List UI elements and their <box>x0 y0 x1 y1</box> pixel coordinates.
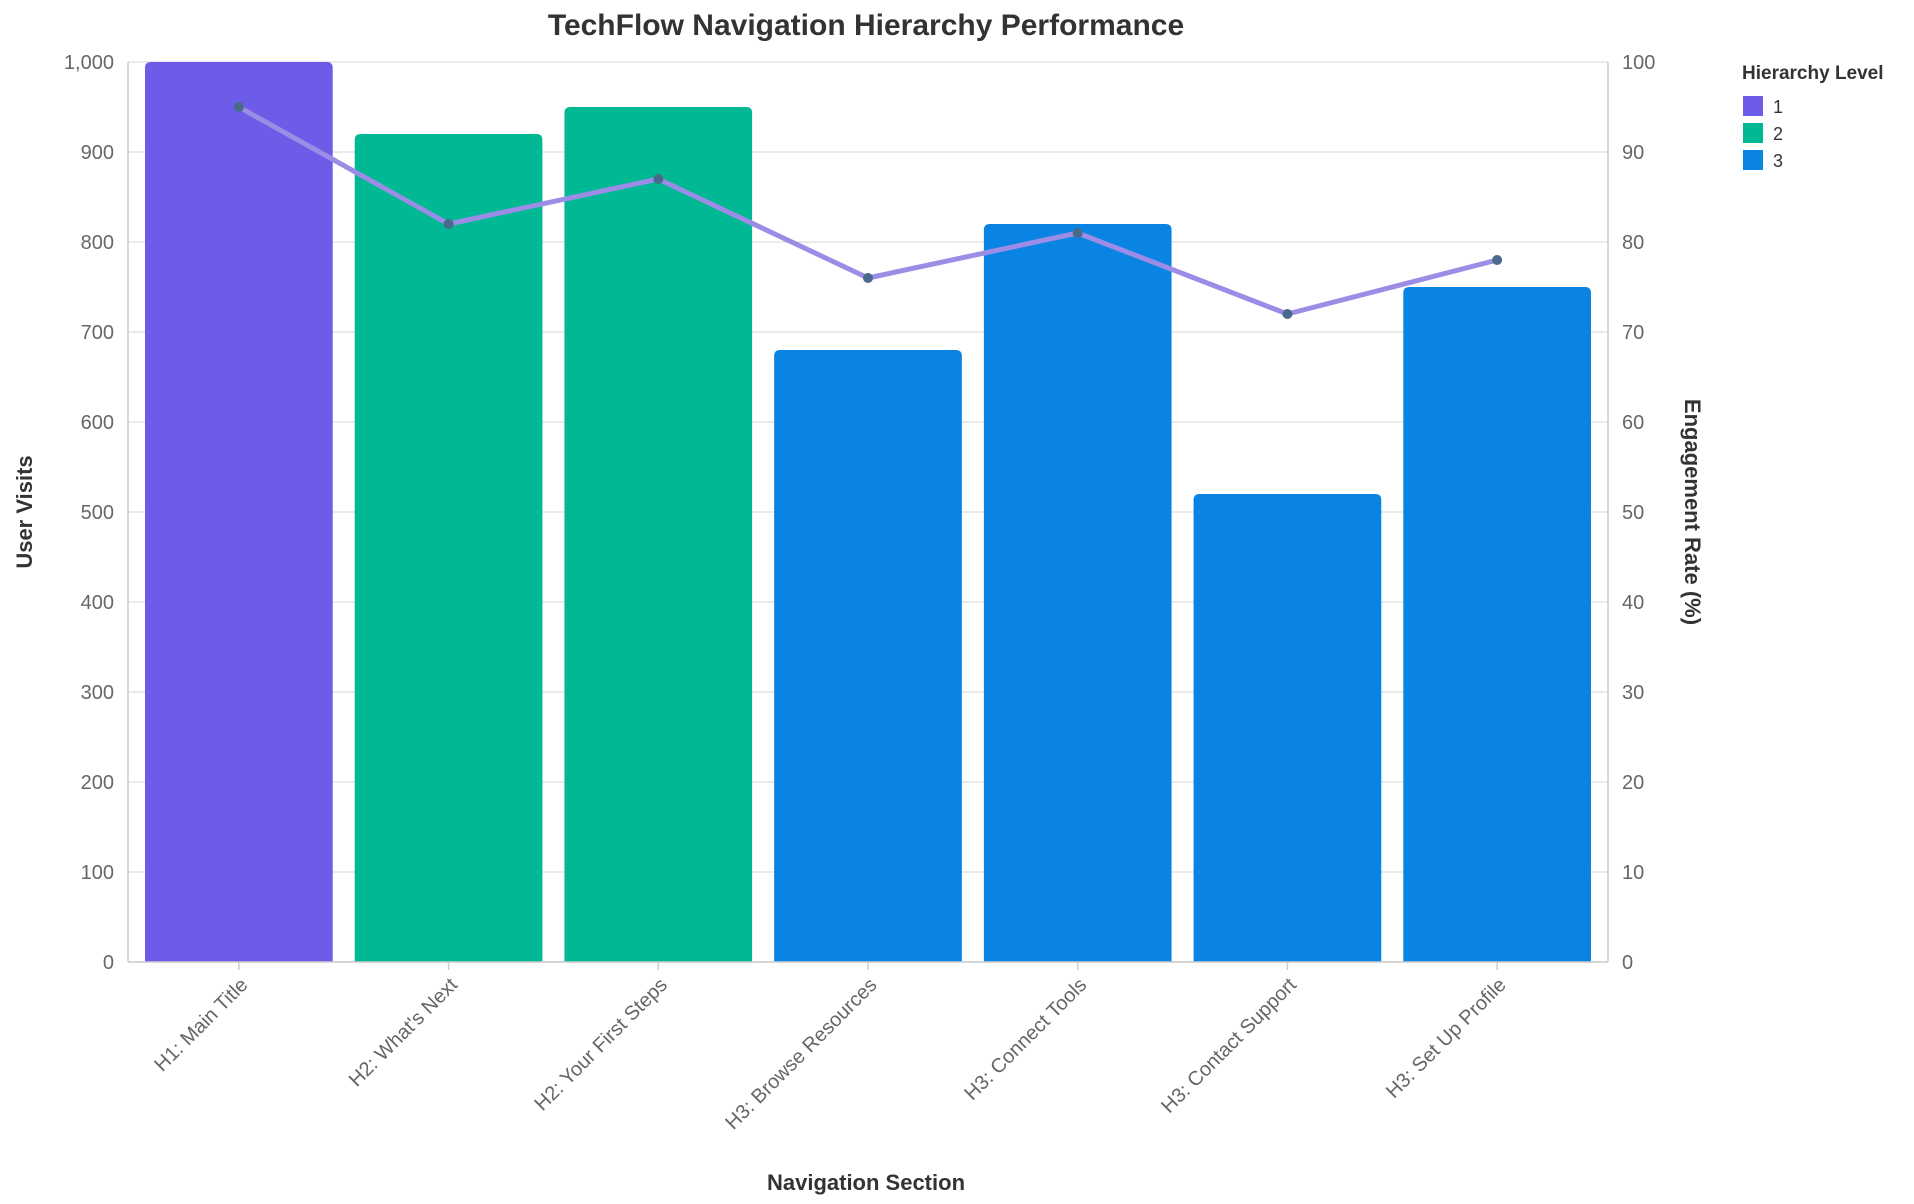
y2-tick-label: 0 <box>1622 952 1633 974</box>
y-tick-label: 300 <box>81 682 114 704</box>
legend-items: 1 2 3 <box>1743 96 1783 171</box>
y-tick-label: 100 <box>81 862 114 884</box>
y2-tick-label: 20 <box>1622 772 1644 794</box>
bar <box>145 62 333 962</box>
engagement-point <box>863 273 873 283</box>
engagement-point <box>653 174 664 184</box>
y-axis-title: User Visits <box>12 455 37 568</box>
y2-tick-label: 70 <box>1622 322 1644 344</box>
bar <box>354 134 543 962</box>
legend-swatch <box>1743 150 1763 170</box>
y2-axis-title: Engagement Rate (%) <box>1680 399 1705 625</box>
y2-tick-label: 90 <box>1622 142 1644 164</box>
y-tick-label: 0 <box>103 952 114 974</box>
y2-tick-label: 30 <box>1622 682 1644 704</box>
y2-tick-label: 60 <box>1622 412 1644 434</box>
x-tick-label: H3: Set Up Profile <box>1382 974 1511 1103</box>
bar <box>983 224 1172 962</box>
y-tick-label: 200 <box>81 772 114 794</box>
bars-layer <box>145 62 1591 962</box>
engagement-point <box>233 102 244 112</box>
x-tick-label: H3: Browse Resources <box>721 974 881 1134</box>
y2-tick-label: 80 <box>1622 232 1644 254</box>
y-tick-label: 600 <box>81 412 114 434</box>
y2-tick-label: 50 <box>1622 502 1644 524</box>
legend-title: Hierarchy Level <box>1742 63 1884 84</box>
x-tick-label: H2: What's Next <box>345 974 463 1092</box>
engagement-point <box>1492 255 1503 265</box>
x-tick-label: H1: Main Title <box>150 974 252 1076</box>
y2-tick-label: 40 <box>1622 592 1644 614</box>
y-tick-label: 900 <box>81 142 114 164</box>
x-axis-title: Navigation Section <box>767 1170 965 1195</box>
x-tick-label: H3: Contact Support <box>1157 974 1301 1118</box>
y2-tick-label: 10 <box>1622 862 1644 884</box>
x-tick-label: H3: Connect Tools <box>960 974 1091 1105</box>
legend-swatch <box>1743 123 1763 143</box>
bar <box>564 107 753 962</box>
bar <box>774 350 962 962</box>
chart-title: TechFlow Navigation Hierarchy Performanc… <box>548 9 1184 42</box>
legend-label: 3 <box>1773 151 1783 171</box>
y-tick-label: 800 <box>81 232 114 254</box>
bar <box>1193 494 1382 962</box>
y-tick-label: 700 <box>81 322 114 344</box>
engagement-point <box>1282 309 1293 319</box>
line-layer <box>233 102 1503 319</box>
engagement-point <box>1072 228 1083 238</box>
legend: Hierarchy Level 1 2 3 <box>1742 63 1884 171</box>
x-tick-label: H2: Your First Steps <box>530 974 671 1115</box>
legend-swatch <box>1743 96 1763 116</box>
bar <box>1403 287 1591 962</box>
legend-label: 2 <box>1773 124 1783 144</box>
engagement-point <box>443 219 454 229</box>
y-tick-label: 1,000 <box>64 52 114 74</box>
y2-tick-label: 100 <box>1622 52 1655 74</box>
legend-label: 1 <box>1773 97 1783 117</box>
y-tick-label: 400 <box>81 592 114 614</box>
y-tick-label: 500 <box>81 502 114 524</box>
